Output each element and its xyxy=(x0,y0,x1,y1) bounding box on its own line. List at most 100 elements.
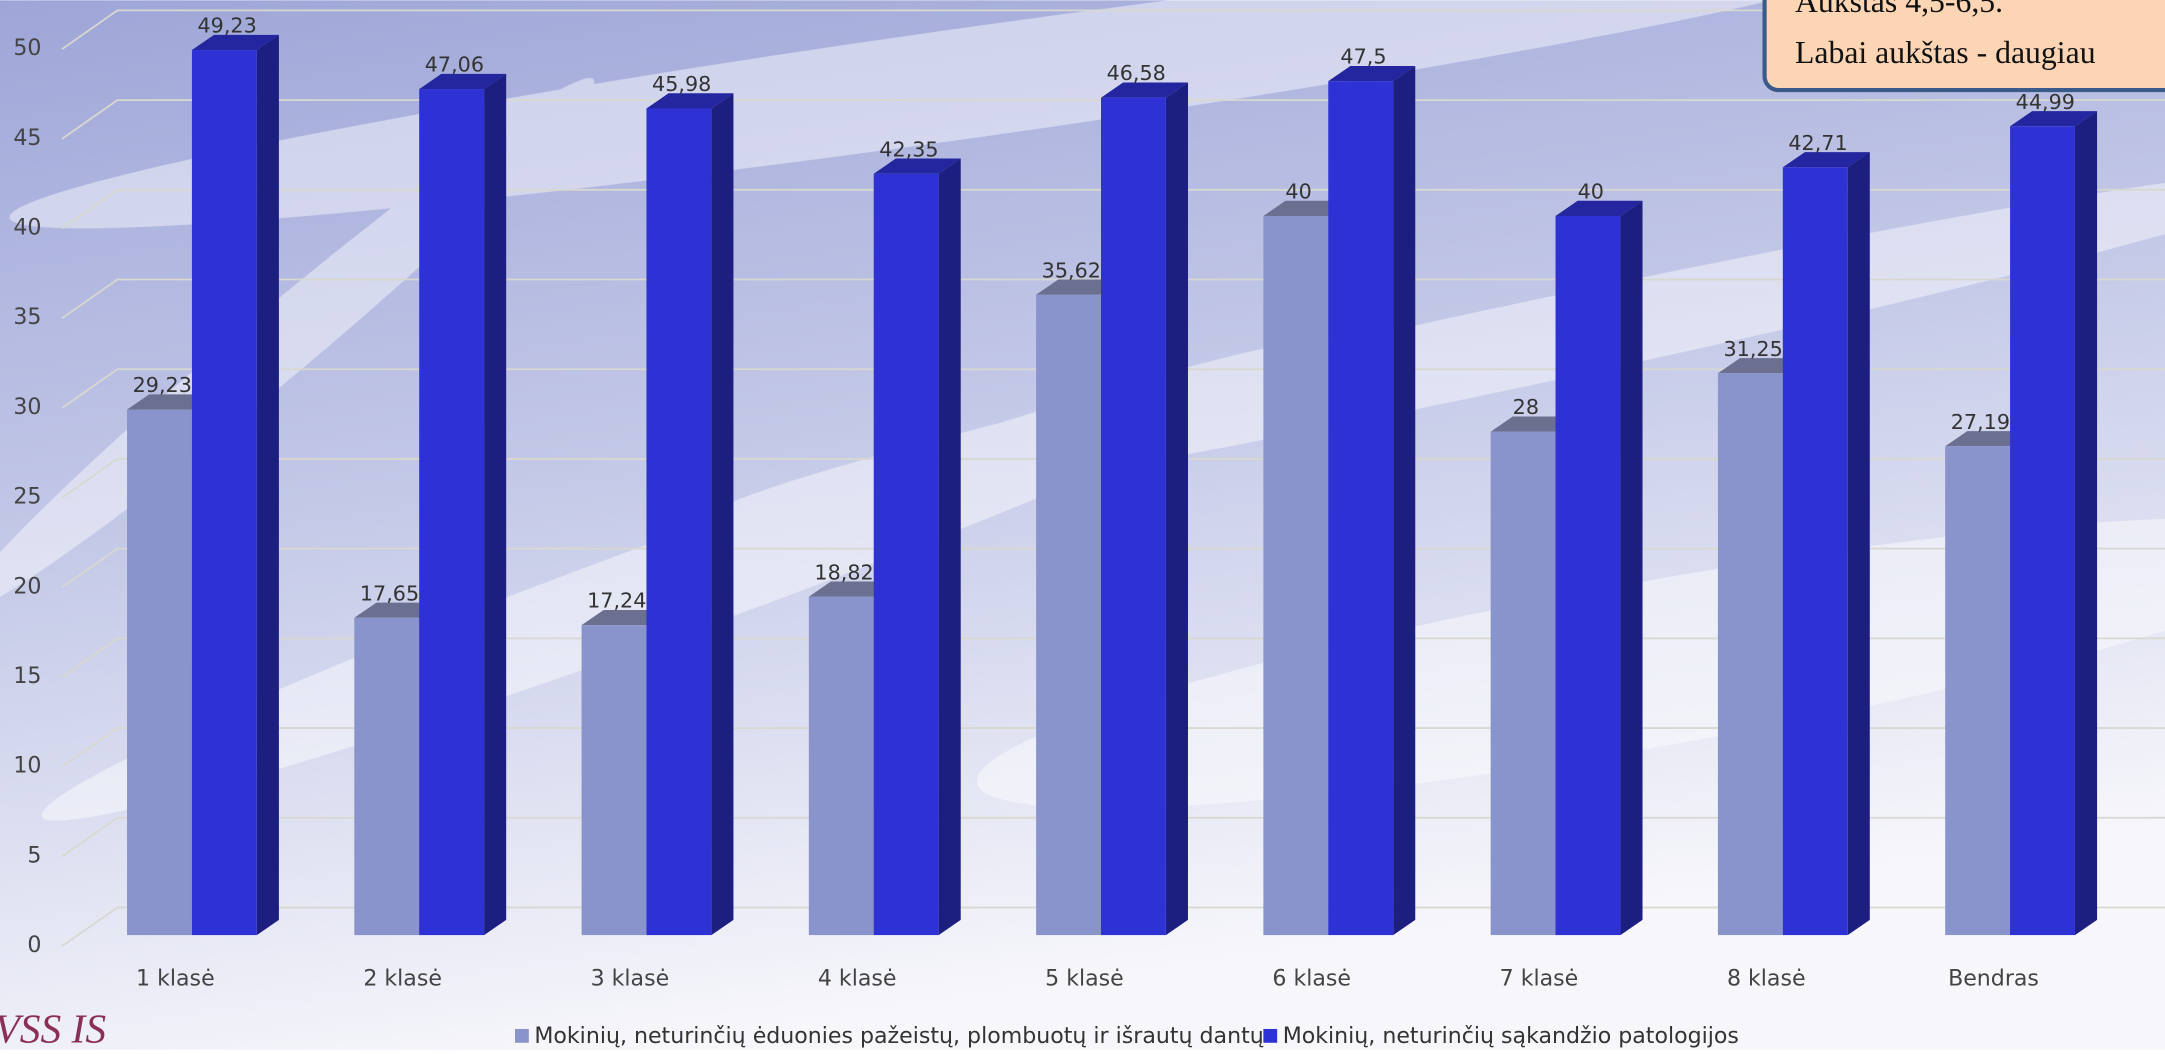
bar-side xyxy=(1165,82,1188,936)
x-tick-label: 2 klasė xyxy=(363,965,442,991)
x-tick-label: 8 klasė xyxy=(1727,965,1806,991)
grid-line xyxy=(61,99,2165,140)
grid-line xyxy=(61,816,2165,858)
y-tick-label: 50 xyxy=(13,35,41,61)
x-tick-label: 5 klasė xyxy=(1045,965,1124,991)
bar-front xyxy=(2010,126,2075,936)
bar xyxy=(873,158,961,936)
bar-front xyxy=(1782,167,1848,936)
x-tick-label: Bendras xyxy=(1948,965,2039,991)
x-tick-label: 4 klasė xyxy=(818,965,897,991)
bar-top xyxy=(1555,200,1643,216)
y-tick-label: 30 xyxy=(13,394,41,420)
value-label: 47,06 xyxy=(425,53,484,77)
bar-front xyxy=(1328,81,1394,936)
bar xyxy=(646,93,734,936)
y-tick-label: 25 xyxy=(13,484,41,510)
bar-top xyxy=(873,158,961,174)
value-label: 17,65 xyxy=(360,581,419,605)
value-label: 31,25 xyxy=(1723,337,1782,361)
value-label: 28 xyxy=(1513,395,1539,419)
logo-text: VSS IS xyxy=(0,1006,106,1050)
grid-line xyxy=(61,906,2165,947)
value-label: 46,58 xyxy=(1107,61,1166,85)
bar-side xyxy=(1620,200,1643,936)
value-label: 35,62 xyxy=(1042,258,1101,282)
grid-line xyxy=(61,188,2165,230)
bar xyxy=(1782,152,1870,936)
value-label: 49,23 xyxy=(197,14,256,38)
bar-top xyxy=(191,34,279,51)
y-tick-label: 35 xyxy=(13,304,41,330)
bar-front xyxy=(1101,97,1166,936)
grid-line xyxy=(61,547,2165,589)
bar-top xyxy=(1782,152,1870,168)
legend-swatch xyxy=(1263,1028,1278,1043)
y-tick-label: 0 xyxy=(27,932,41,958)
value-label: 18,82 xyxy=(814,560,873,584)
value-label: 40 xyxy=(1578,180,1604,204)
value-label: 45,98 xyxy=(652,72,711,96)
annotation: Labai aukštas - daugiau xyxy=(1795,35,2096,70)
bar-top xyxy=(646,93,734,109)
bar-side xyxy=(256,34,279,936)
bar-top xyxy=(2010,111,2098,127)
y-tick-label: 15 xyxy=(13,663,41,689)
bar-front xyxy=(646,108,712,936)
grid-line xyxy=(61,637,2165,678)
x-tick-label: 3 klasė xyxy=(591,965,670,991)
bar-side xyxy=(711,93,734,936)
bar-side xyxy=(2074,111,2098,936)
bar xyxy=(1328,65,1416,936)
annotation-box xyxy=(1762,0,2165,93)
bar-side xyxy=(938,158,961,936)
value-label: 42,71 xyxy=(1788,131,1847,155)
bar xyxy=(191,34,279,936)
bar-side xyxy=(1847,152,1870,936)
bar-front xyxy=(1036,294,1102,936)
bar-front xyxy=(1945,446,2011,936)
grid-line xyxy=(61,278,2165,319)
value-label: 47,5 xyxy=(1340,45,1386,69)
bar xyxy=(2010,111,2098,936)
annotation: Aukštas 4,5-6,5. xyxy=(1795,0,2003,19)
y-tick-label: 20 xyxy=(13,573,41,599)
bar-front xyxy=(581,625,647,936)
grid-line xyxy=(61,458,2165,499)
bar-top xyxy=(1328,65,1416,82)
x-tick-label: 6 klasė xyxy=(1272,965,1351,991)
value-label: 42,35 xyxy=(879,137,938,161)
legend-swatch xyxy=(515,1028,529,1043)
legend-label: Mokinių, neturinčių ėduonies pažeistų, p… xyxy=(534,1023,1263,1049)
bar-front xyxy=(1263,215,1329,936)
bar-side xyxy=(484,73,507,936)
bar xyxy=(1555,200,1643,936)
y-tick-label: 45 xyxy=(13,125,41,151)
grid-line xyxy=(61,9,2165,50)
bar-front xyxy=(1555,215,1621,936)
bar-front xyxy=(127,409,192,936)
value-label: 29,23 xyxy=(133,373,192,397)
value-label: 17,24 xyxy=(587,589,646,613)
value-label: 44,99 xyxy=(2016,90,2075,114)
bar xyxy=(419,73,507,936)
grid-line xyxy=(61,368,2165,409)
x-tick-label: 1 klasė xyxy=(136,965,215,991)
bar-front xyxy=(191,50,257,936)
bar-front xyxy=(808,596,874,936)
legend-label: Mokinių, neturinčių sąkandžio patologijo… xyxy=(1283,1023,1739,1049)
y-tick-label: 40 xyxy=(13,214,41,240)
value-label: 40 xyxy=(1285,180,1311,204)
bar-front xyxy=(873,173,939,936)
bar-front xyxy=(354,617,420,936)
bar-front xyxy=(419,89,485,936)
bar-top xyxy=(1101,82,1188,98)
y-tick-label: 5 xyxy=(27,842,41,868)
bar-side xyxy=(1393,65,1416,936)
grid-line xyxy=(61,727,2165,768)
x-tick-label: 7 klasė xyxy=(1500,965,1579,991)
bar-front xyxy=(1490,431,1556,936)
value-label: 27,19 xyxy=(1951,410,2010,434)
